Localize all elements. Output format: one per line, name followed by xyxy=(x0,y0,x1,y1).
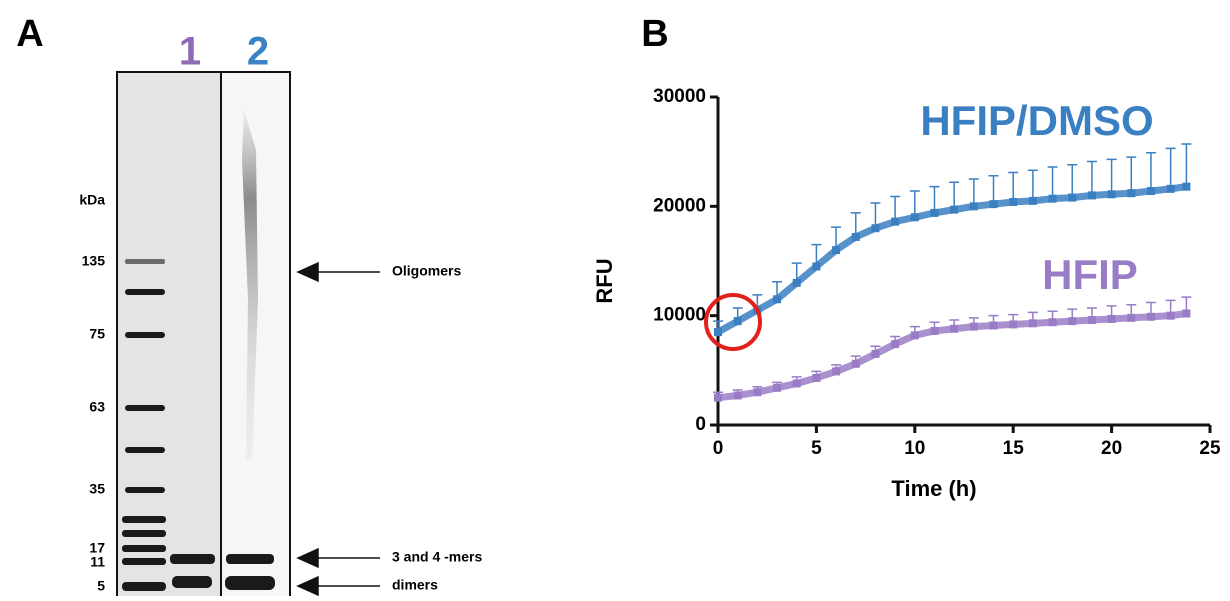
data-point xyxy=(1049,318,1057,326)
data-point xyxy=(950,325,958,333)
data-point xyxy=(734,317,742,325)
data-point xyxy=(1049,195,1057,203)
marker-label: 35 xyxy=(89,481,105,497)
data-point xyxy=(1029,197,1037,205)
data-point xyxy=(990,200,998,208)
data-point xyxy=(990,322,998,330)
data-point xyxy=(1147,187,1155,195)
x-tick-label: 10 xyxy=(904,438,925,459)
data-point xyxy=(1147,313,1155,321)
x-tick-label: 15 xyxy=(1003,438,1025,459)
series-label: HFIP/DMSO xyxy=(920,97,1153,144)
data-point xyxy=(753,388,761,396)
error-bar xyxy=(1067,165,1077,198)
error-bar xyxy=(1126,157,1136,193)
data-point xyxy=(891,340,899,348)
data-point xyxy=(1088,316,1096,324)
marker-label: 11 xyxy=(90,554,105,570)
data-point xyxy=(714,328,722,336)
x-tick-label: 5 xyxy=(811,438,822,459)
error-bar xyxy=(1166,148,1176,188)
figure: A 1 2 kDa xyxy=(0,0,1230,596)
annotation: dimers xyxy=(392,577,438,593)
error-bar xyxy=(1008,172,1018,202)
marker-label: 135 xyxy=(82,253,106,269)
series-label: HFIP xyxy=(1042,251,1138,298)
x-tick-label: 0 xyxy=(713,438,724,459)
y-axis-title: RFU xyxy=(592,258,617,303)
data-point xyxy=(871,224,879,232)
data-point xyxy=(871,350,879,358)
x-tick-label: 20 xyxy=(1101,438,1122,459)
data-point xyxy=(911,213,919,221)
data-point xyxy=(773,295,781,303)
data-point xyxy=(793,379,801,387)
data-point xyxy=(970,202,978,210)
data-point xyxy=(1108,190,1116,198)
data-point xyxy=(1009,320,1017,328)
data-point xyxy=(714,394,722,402)
y-tick-label: 20000 xyxy=(653,195,706,216)
data-point xyxy=(930,327,938,335)
error-bar xyxy=(1107,159,1117,194)
y-tick-label: 0 xyxy=(695,414,706,435)
data-point xyxy=(1167,185,1175,193)
data-point xyxy=(1088,191,1096,199)
error-bar xyxy=(1028,170,1038,201)
data-point xyxy=(1182,309,1190,317)
marker-label: 63 xyxy=(89,399,105,415)
data-point xyxy=(1127,189,1135,197)
data-point xyxy=(832,367,840,375)
data-point xyxy=(793,279,801,287)
data-point xyxy=(1029,319,1037,327)
data-point xyxy=(734,391,742,399)
data-point xyxy=(1182,183,1190,191)
data-point xyxy=(930,209,938,217)
chart: 0 10000 20000 30000 0 5 10 15 20 25 Time (h) RFU HFI… xyxy=(592,86,1221,501)
data-point xyxy=(1009,198,1017,206)
data-point xyxy=(773,384,781,392)
panel-label: B xyxy=(641,13,668,55)
data-point xyxy=(891,218,899,226)
annotation: Oligomers xyxy=(392,263,461,279)
data-point xyxy=(832,246,840,254)
error-bar xyxy=(1048,167,1058,199)
lane-label: 1 xyxy=(179,30,201,74)
data-point xyxy=(950,206,958,214)
data-point xyxy=(1068,194,1076,202)
data-point xyxy=(852,233,860,241)
error-bar xyxy=(989,176,999,204)
error-bar xyxy=(1181,144,1191,187)
data-point xyxy=(1068,317,1076,325)
data-point xyxy=(812,374,820,382)
data-point xyxy=(1167,312,1175,320)
data-point xyxy=(970,323,978,331)
y-tick-label: 30000 xyxy=(653,86,706,107)
marker-label: 5 xyxy=(97,578,105,594)
data-point xyxy=(852,360,860,368)
lane-label: 2 xyxy=(247,30,269,74)
error-bar xyxy=(1087,162,1097,196)
data-point xyxy=(1127,314,1135,322)
data-point xyxy=(1108,315,1116,323)
arrows xyxy=(298,263,380,595)
data-point xyxy=(812,262,820,270)
error-bar xyxy=(1146,153,1156,191)
marker-label: 75 xyxy=(89,326,105,342)
error-bar xyxy=(969,179,979,206)
panel-label: A xyxy=(16,13,43,55)
annotation: 3 and 4 -mers xyxy=(392,549,482,565)
gel xyxy=(117,72,290,596)
x-tick-label: 25 xyxy=(1199,438,1221,459)
data-point xyxy=(911,331,919,339)
x-axis-title: Time (h) xyxy=(891,476,976,501)
y-tick-label: 10000 xyxy=(653,305,706,326)
unit-label: kDa xyxy=(79,192,105,208)
